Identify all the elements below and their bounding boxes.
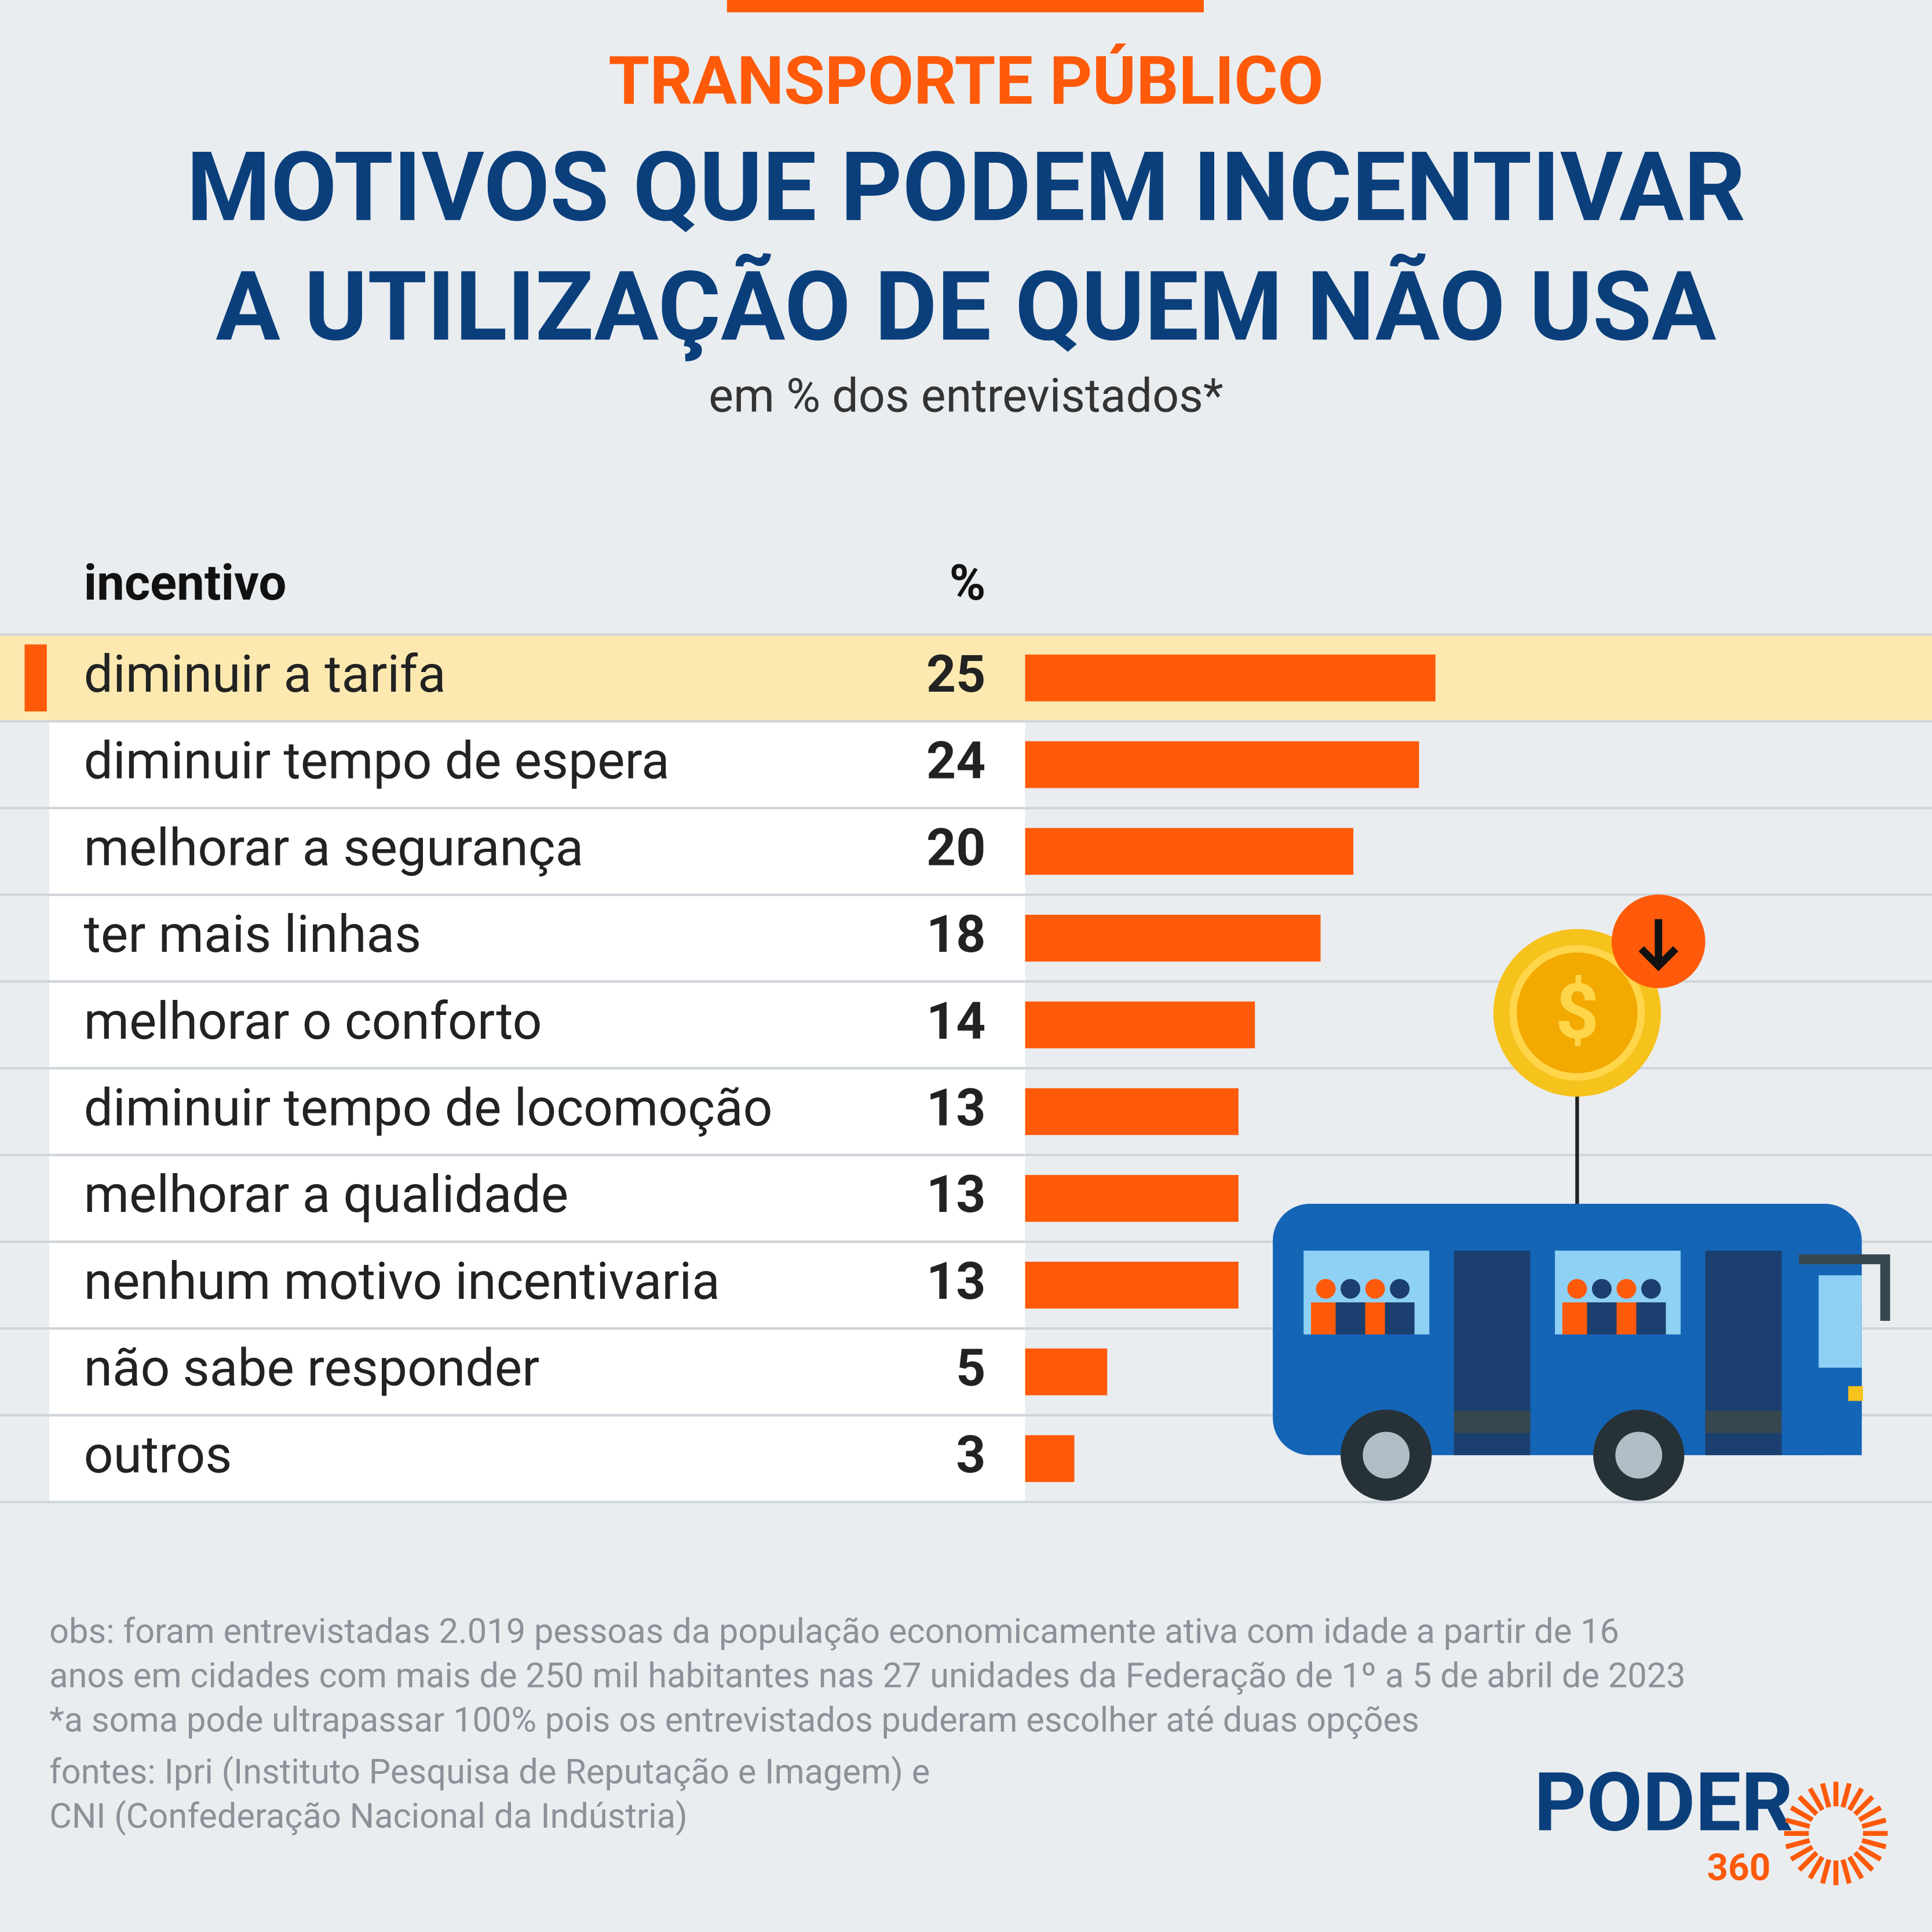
value-label: 13 — [926, 1077, 986, 1138]
subtitle: em % dos entrevistados* — [708, 368, 1223, 423]
logo-ray — [1861, 1838, 1887, 1850]
logo-ray — [1840, 1783, 1852, 1808]
logo-number: 360 — [1707, 1846, 1771, 1890]
bar — [1025, 1088, 1239, 1135]
logo-ray — [1820, 1783, 1832, 1808]
category-label: nenhum motivo incentivaria — [84, 1251, 720, 1312]
logo-ray — [1797, 1795, 1819, 1816]
bus-illustration: $ — [1273, 894, 1890, 1501]
logo-ray — [1797, 1850, 1819, 1872]
logo-ray — [1789, 1805, 1814, 1823]
bar — [1025, 1175, 1239, 1222]
row-background — [49, 809, 1025, 894]
logo-ray — [1853, 1850, 1875, 1872]
value-label: 20 — [926, 817, 986, 878]
row-background — [49, 983, 1025, 1067]
row-background — [49, 1330, 1025, 1414]
row-background — [49, 722, 1025, 807]
footnote: fontes: Ipri (Instituto Pesquisa de Repu… — [49, 1751, 930, 1792]
row-marker — [24, 644, 47, 712]
category-label: melhorar a qualidade — [84, 1164, 569, 1225]
logo-mark — [1784, 1781, 1888, 1886]
footnote: obs: foram entrevistadas 2.019 pessoas d… — [49, 1611, 1619, 1652]
value-label: 3 — [956, 1424, 985, 1485]
logo-text: PODER — [1534, 1755, 1793, 1850]
value-label: 14 — [926, 991, 986, 1051]
logo-ray — [1785, 1838, 1811, 1850]
rows: diminuir a tarifa 25 diminuir tempo de esp… — [0, 633, 1932, 1503]
value-label: 5 — [956, 1338, 985, 1398]
logo-ray — [1858, 1845, 1882, 1862]
logo-ray — [1807, 1856, 1825, 1880]
bar — [1025, 828, 1354, 875]
category-label: ter mais linhas — [84, 904, 422, 965]
logo-ray — [1785, 1817, 1811, 1829]
category-label: não sabe responder — [84, 1338, 540, 1398]
bar — [1025, 1348, 1108, 1396]
bar — [1025, 1001, 1255, 1049]
category-label: melhorar o conforto — [84, 991, 542, 1051]
row-background — [49, 1416, 1025, 1501]
chart-title: MOTIVOS QUE PODEM INCENTIVAR — [187, 131, 1745, 244]
logo-ray — [1847, 1787, 1864, 1812]
top-accent — [726, 0, 1204, 13]
bar — [1025, 1435, 1075, 1482]
bar — [1025, 654, 1436, 702]
row-background — [49, 1069, 1025, 1154]
logo-ray — [1789, 1845, 1814, 1862]
value-label: 24 — [926, 731, 986, 791]
supertitle: TRANSPORTE PÚBLICO — [608, 42, 1323, 120]
column-header: % — [949, 554, 986, 612]
chart-title: A UTILIZAÇÃO DE QUEM NÃO USA — [216, 250, 1716, 363]
logo-ray — [1858, 1805, 1882, 1823]
value-label: 13 — [926, 1164, 986, 1225]
svg-text:$: $ — [1555, 968, 1599, 1057]
logo-ray — [1840, 1858, 1852, 1884]
category-label: outros — [84, 1424, 232, 1485]
row-background — [49, 1243, 1025, 1328]
logo-ray — [1861, 1817, 1887, 1829]
footnote: anos em cidades com mais de 250 mil habi… — [49, 1656, 1686, 1696]
column-header: incentivo — [84, 554, 287, 612]
footnote: CNI (Confederação Nacional da Indústria) — [49, 1796, 688, 1836]
logo-ray — [1847, 1856, 1864, 1880]
logo-ray — [1820, 1858, 1832, 1884]
row-background — [49, 1156, 1025, 1241]
category-label: melhorar a segurança — [84, 817, 584, 878]
category-label: diminuir tempo de espera — [84, 731, 670, 791]
row-background — [49, 896, 1025, 981]
logo-ray — [1853, 1795, 1875, 1816]
bar — [1025, 741, 1419, 788]
notes: obs: foram entrevistadas 2.019 pessoas d… — [49, 1611, 1686, 1836]
value-label: 25 — [926, 644, 986, 704]
logo-ray — [1807, 1787, 1825, 1812]
value-label: 18 — [926, 904, 986, 965]
bar — [1025, 915, 1321, 962]
category-label: diminuir a tarifa — [84, 644, 446, 704]
footnote: *a soma pode ultrapassar 100% pois os en… — [49, 1700, 1419, 1740]
row-highlight — [0, 636, 1932, 720]
value-label: 13 — [926, 1251, 986, 1312]
bar — [1025, 1261, 1239, 1309]
category-label: diminuir tempo de locomoção — [84, 1077, 773, 1138]
